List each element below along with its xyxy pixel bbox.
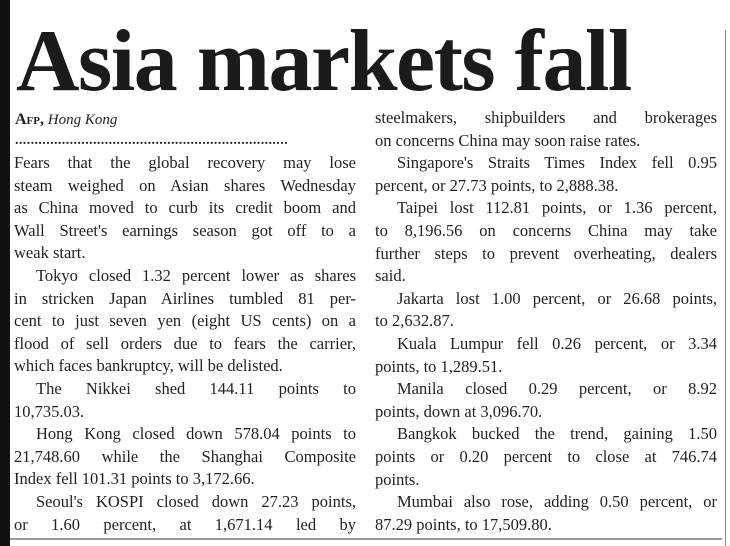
text-line: Kuala Lumpur fell 0.26 percent, or 3.34	[397, 333, 717, 353]
text-line: further steps to prevent overheating, de…	[375, 243, 717, 263]
text-line: Hong Kong closed down 578.04 points to	[36, 424, 356, 444]
text-line: which faces bankruptcy, will be delisted…	[14, 356, 283, 376]
text-line: points, down at 3,096.70.	[375, 401, 543, 421]
paragraph: Bangkok bucked the trend, gaining 1.50 po…	[375, 423, 717, 491]
text-line: Manila closed 0.29 percent, or 8.92	[397, 379, 717, 399]
text-line: 10,735.03.	[14, 401, 85, 421]
paragraph: Tokyo closed 1.32 percent lower as share…	[14, 265, 356, 378]
text-line: Taipei lost 112.81 points, or 1.36 perce…	[397, 198, 717, 218]
headline: Asia markets fall	[16, 13, 632, 110]
byline: Afp, Hong Kong	[15, 111, 117, 129]
paragraph: Hong Kong closed down 578.04 points to 21…	[14, 423, 356, 491]
text-line: Jakarta lost 1.00 percent, or 26.68 poin…	[397, 288, 717, 308]
text-line: points.	[375, 469, 420, 489]
paragraph: Singapore's Straits Times Index fell 0.9…	[375, 152, 717, 197]
text-line: points, to 1,289.51.	[375, 356, 503, 376]
text-line: The Nikkei shed 144.11 points to	[36, 378, 356, 398]
text-line: 21,748.60 while the Shanghai Composite	[14, 446, 356, 466]
column-rule	[725, 30, 726, 546]
paragraph: Seoul's KOSPI closed down 27.23 points, o…	[14, 491, 356, 536]
text-line: as China moved to curb its credit boom a…	[14, 198, 356, 218]
bottom-rule	[10, 538, 722, 540]
paragraph: Taipei lost 112.81 points, or 1.36 perce…	[375, 197, 717, 287]
text-line: weak start.	[14, 243, 86, 263]
text-line: percent, or 27.73 points, to 2,888.38.	[375, 175, 619, 195]
paragraph: Manila closed 0.29 percent, or 8.92 point…	[375, 378, 717, 423]
text-line: steelmakers, shipbuilders and brokerages	[375, 108, 717, 127]
text-line: Wall Street's earnings season got off to…	[14, 220, 356, 240]
text-line: to 2,632.87.	[375, 311, 454, 331]
text-line: flood of sell orders due to fears the ca…	[14, 333, 356, 353]
text-line: Singapore's Straits Times Index fell 0.9…	[397, 153, 717, 173]
paragraph: steelmakers, shipbuilders and brokerages…	[375, 107, 717, 152]
byline-agency: Afp,	[15, 111, 44, 128]
text-line: 87.29 points, to 17,509.80.	[375, 514, 552, 534]
paragraph: Fears that the global recovery may lose s…	[14, 152, 356, 265]
text-line: said.	[375, 266, 406, 286]
text-line: on concerns China may soon raise rates.	[375, 130, 641, 150]
text-line: steam weighed on Asian shares Wednesday	[14, 175, 356, 195]
text-line: Fears that the global recovery may lose	[14, 153, 356, 172]
paragraph: Jakarta lost 1.00 percent, or 26.68 poin…	[375, 288, 717, 333]
text-line: Mumbai also rose, adding 0.50 percent, o…	[397, 492, 717, 512]
paragraph: Mumbai also rose, adding 0.50 percent, o…	[375, 491, 717, 536]
text-line: Tokyo closed 1.32 percent lower as share…	[36, 265, 356, 285]
text-line: Seoul's KOSPI closed down 27.23 points,	[36, 491, 356, 511]
paragraph: Kuala Lumpur fell 0.26 percent, or 3.34 p…	[375, 333, 717, 378]
article-column-right: steelmakers, shipbuilders and brokerages…	[375, 107, 717, 536]
text-line: Bangkok bucked the trend, gaining 1.50	[397, 424, 717, 444]
text-line: points or 0.20 percent to close at 746.7…	[375, 446, 717, 466]
text-line: to 8,196.56 on concerns China may take	[375, 220, 717, 240]
text-line: in stricken Japan Airlines tumbled 81 pe…	[14, 288, 356, 308]
article-column-left: Fears that the global recovery may lose s…	[14, 152, 356, 536]
page-edge-bar	[0, 0, 10, 546]
byline-place: Hong Kong	[47, 112, 118, 128]
paragraph: The Nikkei shed 144.11 points to 10,735.0…	[14, 378, 356, 423]
text-line: or 1.60 percent, at 1,671.14 led by	[14, 514, 356, 534]
text-line: cent to just seven yen (eight US cents) …	[14, 311, 356, 331]
dotted-separator: ........................................…	[15, 133, 288, 148]
text-line: Index fell 101.31 points to 3,172.66.	[14, 469, 255, 489]
